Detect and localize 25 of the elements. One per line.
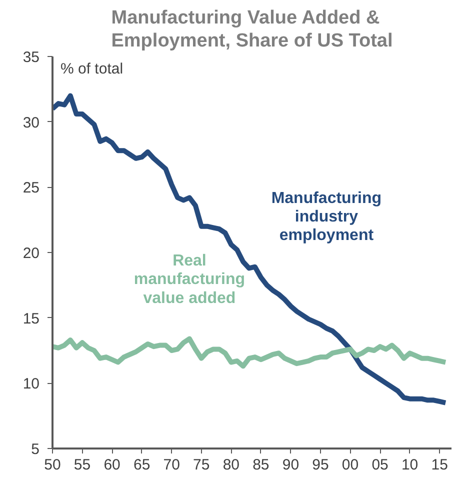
y-tick-label: 25 xyxy=(22,180,40,197)
x-tick-label: 15 xyxy=(431,456,448,474)
y-tick-label: 5 xyxy=(31,441,40,458)
x-tick-label: 05 xyxy=(372,456,388,474)
x-tick-label: 60 xyxy=(104,456,120,474)
y-tick-label: 20 xyxy=(22,245,40,262)
y-tick-label: 35 xyxy=(22,49,40,66)
chart-title: Manufacturing Value Added & Employment, Share of US Total xyxy=(111,7,393,52)
x-tick-label: 55 xyxy=(74,456,91,474)
x-tick-label: 65 xyxy=(133,456,150,474)
y-tick-label: 10 xyxy=(22,376,40,393)
x-tick-label: 75 xyxy=(193,456,210,474)
x-tick-label: 50 xyxy=(44,456,61,474)
x-tick-label: 95 xyxy=(312,456,329,474)
x-tick-label: 90 xyxy=(282,456,300,474)
series-label: Manufacturing industry employment xyxy=(271,190,382,244)
x-tick-label: 80 xyxy=(222,456,240,474)
x-tick-label: 70 xyxy=(163,456,180,474)
text: Real manufacturing value added xyxy=(134,252,246,307)
x-tick-label: 10 xyxy=(401,456,418,474)
x-tick-label: 85 xyxy=(252,456,270,474)
y-tick-label: 15 xyxy=(22,310,40,328)
x-tick-label: 00 xyxy=(342,456,359,474)
y-axis-title: % of total xyxy=(60,60,124,78)
y-tick-label: 30 xyxy=(22,114,40,132)
